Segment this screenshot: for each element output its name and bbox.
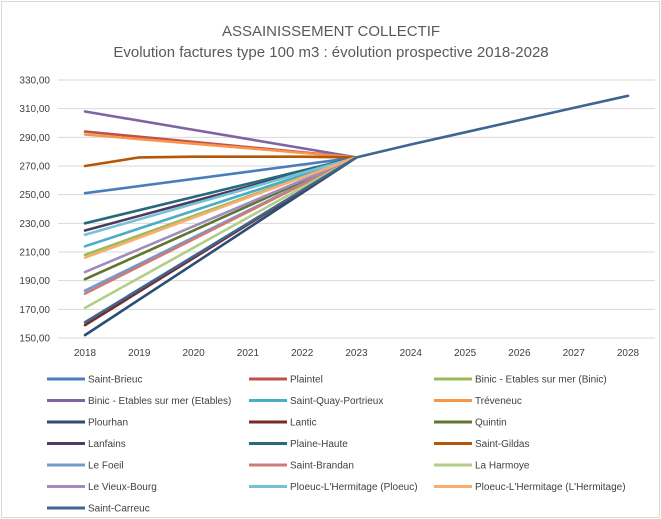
legend-label: Quintin	[475, 418, 507, 429]
series-line-0	[83, 156, 358, 195]
legend-item: Le Vieux-Bourg	[47, 482, 157, 493]
x-tick-label: 2022	[291, 348, 314, 359]
legend-item: Saint-Gildas	[434, 439, 529, 450]
chart-title: ASSAINISSEMENT COLLECTIF	[222, 23, 440, 40]
legend-item: Saint-Quay-Portrieux	[249, 396, 383, 407]
legend-label: Saint-Quay-Portrieux	[290, 396, 383, 407]
y-tick-label: 310,00	[19, 104, 50, 115]
legend-label: Plaintel	[290, 375, 323, 386]
x-tick-label: 2026	[508, 348, 531, 359]
legend-item: Ploeuc-L'Hermitage (L'Hermitage)	[434, 482, 626, 493]
series-line-14	[83, 156, 358, 310]
x-tick-label: 2021	[237, 348, 260, 359]
series-line-18	[83, 94, 630, 324]
legend-item: La Harmoye	[434, 461, 530, 472]
legend-label: Ploeuc-L'Hermitage (Ploeuc)	[290, 482, 418, 493]
y-tick-label: 190,00	[19, 276, 50, 287]
legend-label: Binic - Etables sur mer (Etables)	[88, 396, 231, 407]
x-tick-label: 2020	[182, 348, 205, 359]
legend-label: Tréveneuc	[475, 396, 522, 407]
legend-label: Saint-Carreuc	[88, 504, 150, 515]
legend-label: Ploeuc-L'Hermitage (L'Hermitage)	[475, 482, 626, 493]
series-line-17	[83, 156, 358, 260]
legend-item: Saint-Brandan	[249, 461, 354, 472]
series-line-10	[83, 156, 358, 225]
legend-label: Saint-Gildas	[475, 439, 529, 450]
legend-item: Plourhan	[47, 418, 128, 429]
legend-item: Quintin	[434, 418, 507, 429]
gridlines	[58, 79, 655, 339]
series-line-13	[83, 156, 358, 295]
legend-item: Lantic	[249, 418, 317, 429]
series-line-16	[83, 156, 358, 237]
series-line-4	[83, 156, 358, 248]
y-tick-label: 170,00	[19, 305, 50, 316]
y-tick-label: 270,00	[19, 162, 50, 173]
series-line-11	[83, 155, 358, 168]
y-tick-label: 250,00	[19, 190, 50, 201]
series-line-15	[83, 156, 358, 274]
legend-item: Saint-Carreuc	[47, 504, 150, 515]
legend-item: Tréveneuc	[434, 396, 522, 407]
legend-item: Binic - Etables sur mer (Binic)	[434, 375, 607, 386]
legend-item: Binic - Etables sur mer (Etables)	[47, 396, 231, 407]
y-axis-ticks: 150,00 170,00 190,00 210,00 230,00 250,00 270,…	[19, 76, 50, 345]
y-tick-label: 230,00	[19, 219, 50, 230]
legend-label: Plourhan	[88, 418, 128, 429]
x-tick-label: 2028	[617, 348, 640, 359]
legend-label: Plaine-Haute	[290, 439, 348, 450]
legend-item: Saint-Brieuc	[47, 375, 142, 386]
x-tick-label: 2018	[74, 348, 97, 359]
legend-item: Plaintel	[249, 375, 323, 386]
legend-item: Lanfains	[47, 439, 126, 450]
series-lines	[83, 94, 630, 337]
y-tick-label: 150,00	[19, 334, 50, 345]
legend-item: Ploeuc-L'Hermitage (Ploeuc)	[249, 482, 418, 493]
legend-item: Le Foeil	[47, 461, 124, 472]
series-line-5	[83, 133, 358, 159]
x-tick-label: 2024	[400, 348, 423, 359]
x-tick-label: 2019	[128, 348, 151, 359]
legend-label: Binic - Etables sur mer (Binic)	[475, 375, 607, 386]
x-tick-label: 2027	[563, 348, 586, 359]
legend-label: Lanfains	[88, 439, 126, 450]
legend-label: Saint-Brieuc	[88, 375, 142, 386]
legend-label: La Harmoye	[475, 461, 530, 472]
x-tick-label: 2023	[345, 348, 368, 359]
x-tick-label: 2025	[454, 348, 477, 359]
legend-label: Saint-Brandan	[290, 461, 354, 472]
chart-subtitle: Evolution factures type 100 m3 : évoluti…	[113, 44, 548, 61]
series-line-3	[83, 110, 358, 159]
legend-item: Plaine-Haute	[249, 439, 348, 450]
series-line-6	[83, 156, 358, 337]
y-tick-label: 210,00	[19, 248, 50, 259]
legend-label: Le Vieux-Bourg	[88, 482, 157, 493]
y-tick-label: 330,00	[19, 76, 50, 87]
legend: Saint-Brieuc Plaintel Binic - Etables sur …	[47, 375, 626, 515]
legend-label: Le Foeil	[88, 461, 124, 472]
legend-label: Lantic	[290, 418, 317, 429]
y-tick-label: 290,00	[19, 133, 50, 144]
x-axis-ticks: 2018 2019 2020 2021 2022 2023 2024 2025 2026 2027…	[74, 348, 640, 359]
